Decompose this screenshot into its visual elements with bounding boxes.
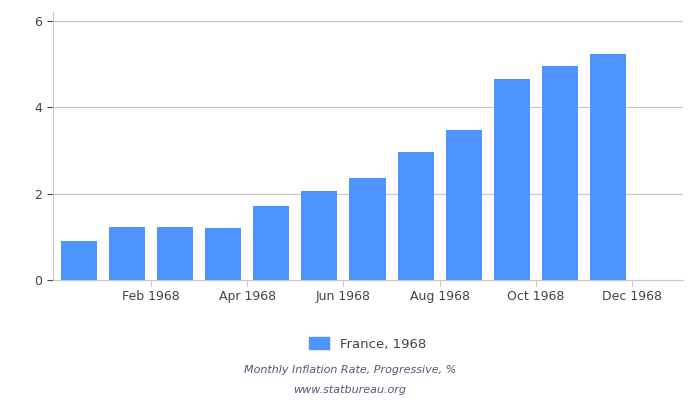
Legend: France, 1968: France, 1968 [304, 332, 431, 356]
Bar [349, 178, 386, 280]
Bar [157, 227, 193, 280]
Bar [253, 206, 289, 280]
Bar [590, 54, 626, 280]
Bar [542, 66, 578, 280]
Bar [61, 241, 97, 280]
Bar [205, 228, 242, 280]
Bar [398, 152, 433, 280]
Bar [109, 227, 145, 280]
Bar [446, 130, 482, 280]
Text: www.statbureau.org: www.statbureau.org [293, 385, 407, 395]
Text: Monthly Inflation Rate, Progressive, %: Monthly Inflation Rate, Progressive, % [244, 365, 456, 375]
Bar [302, 191, 337, 280]
Bar [494, 79, 530, 280]
